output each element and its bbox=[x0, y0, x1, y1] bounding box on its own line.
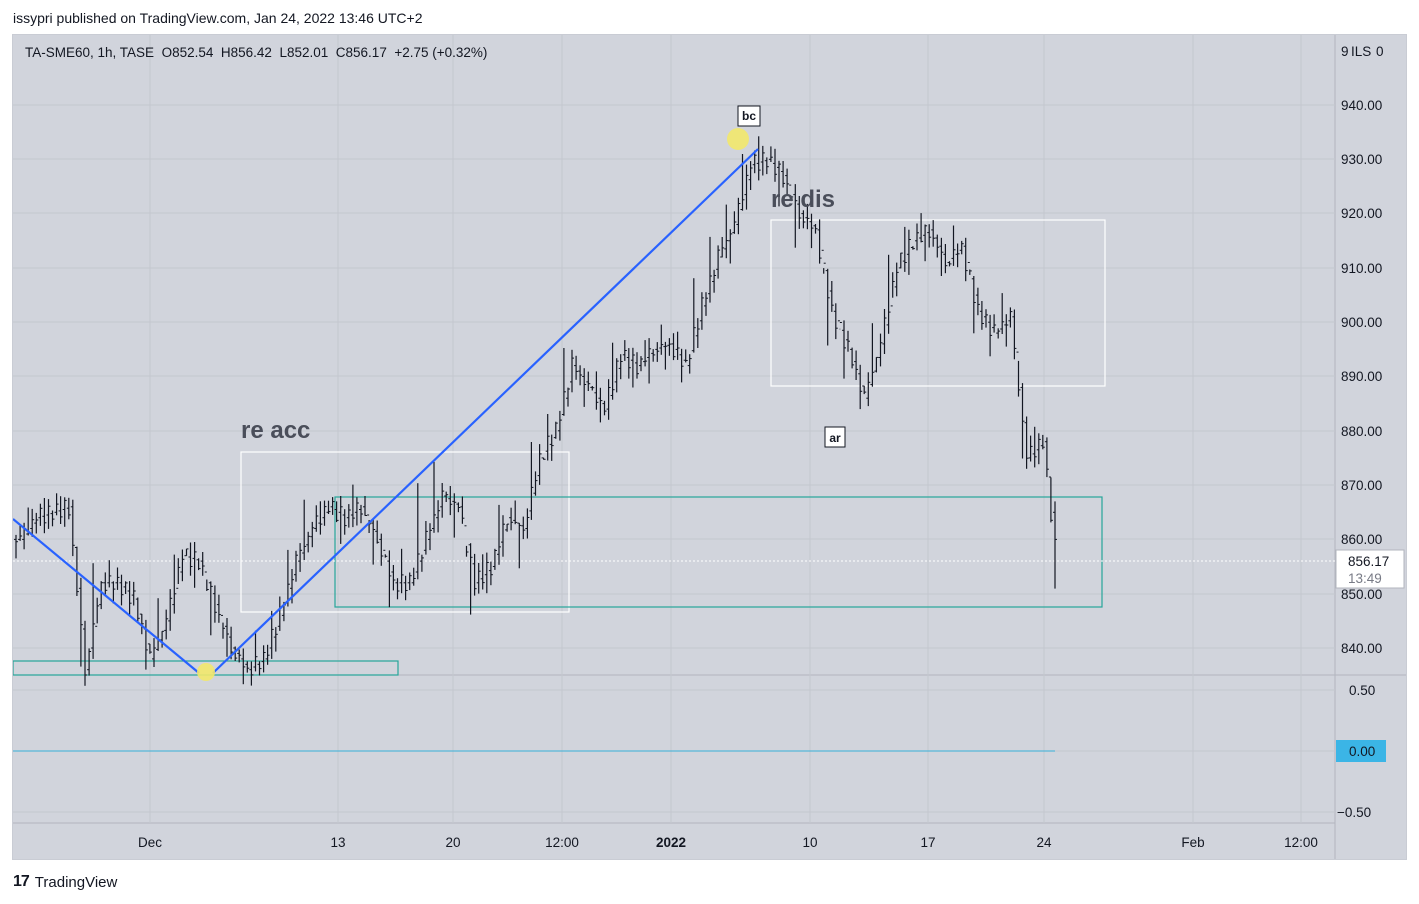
time-tick: Dec bbox=[138, 835, 162, 850]
legend-low: L852.01 bbox=[279, 45, 329, 60]
price-tick: 860.00 bbox=[1341, 532, 1382, 547]
price-axis-area[interactable] bbox=[1335, 35, 1406, 859]
price-tick: 840.00 bbox=[1341, 641, 1382, 656]
price-tick: 870.00 bbox=[1341, 478, 1382, 493]
price-axis-top-value: 0 bbox=[1376, 44, 1384, 59]
legend-high: H856.42 bbox=[220, 45, 272, 60]
ar-tag-label: ar bbox=[829, 431, 841, 445]
price-tick: 850.00 bbox=[1341, 587, 1382, 602]
price-bars[interactable] bbox=[14, 136, 1057, 686]
time-tick: 12:00 bbox=[1284, 835, 1318, 850]
price-axis-currency: ILS bbox=[1351, 44, 1371, 59]
re-dis-range-box[interactable] bbox=[770, 219, 1106, 387]
indicator-axis-labels: 0.50 −0.50 bbox=[1337, 683, 1375, 820]
time-tick: 20 bbox=[445, 835, 460, 850]
indicator-current-value: 0.00 bbox=[1349, 744, 1375, 759]
bc-tag-label: bc bbox=[742, 109, 756, 123]
time-tick: 2022 bbox=[656, 835, 686, 850]
selling-climax-marker[interactable] bbox=[197, 663, 215, 681]
time-tick: 13 bbox=[330, 835, 345, 850]
last-price-value: 856.17 bbox=[1348, 554, 1389, 569]
price-tick: 930.00 bbox=[1341, 152, 1382, 167]
bc-tag[interactable]: bc bbox=[737, 105, 761, 127]
legend-change: +2.75 (+0.32%) bbox=[394, 45, 488, 60]
vertical-grid bbox=[149, 35, 1302, 823]
last-price-badge[interactable]: 856.17 13:49 bbox=[1335, 549, 1405, 589]
time-tick: 12:00 bbox=[545, 835, 579, 850]
time-tick: 10 bbox=[802, 835, 817, 850]
price-tick: 900.00 bbox=[1341, 315, 1382, 330]
legend-open: O852.54 bbox=[161, 45, 214, 60]
downtrend-line[interactable] bbox=[13, 518, 200, 674]
time-tick: 17 bbox=[920, 835, 935, 850]
buying-climax-marker[interactable] bbox=[727, 128, 749, 150]
price-tick: 910.00 bbox=[1341, 261, 1382, 276]
time-axis-area[interactable] bbox=[13, 823, 1335, 859]
re-dis-note[interactable]: re dis bbox=[771, 186, 835, 213]
price-tick: 920.00 bbox=[1341, 206, 1382, 221]
symbol-legend[interactable]: TA-SME60, 1h, TASE O852.54 H856.42 L852.… bbox=[25, 45, 487, 60]
support-zone-box[interactable] bbox=[334, 496, 1103, 608]
time-tick: Feb bbox=[1181, 835, 1204, 850]
legend-close: C856.17 bbox=[335, 45, 387, 60]
re-acc-note[interactable]: re acc bbox=[241, 417, 310, 444]
bar-countdown: 13:49 bbox=[1348, 571, 1382, 586]
indicator-tick: 0.50 bbox=[1349, 683, 1375, 698]
tradingview-footer[interactable]: 17 TradingView bbox=[13, 873, 117, 891]
price-axis-labels: 9 ILS 0 940.00 930.00 920.00 910.00 900.… bbox=[1341, 44, 1384, 656]
uptrend-line[interactable] bbox=[212, 148, 759, 674]
price-tick: 880.00 bbox=[1341, 424, 1382, 439]
ar-tag[interactable]: ar bbox=[824, 426, 846, 448]
indicator-tick: −0.50 bbox=[1337, 805, 1371, 820]
time-tick: 24 bbox=[1036, 835, 1052, 850]
time-axis-labels: Dec 13 20 12:00 2022 10 17 24 Feb 12:00 bbox=[138, 835, 1318, 850]
price-tick: 940.00 bbox=[1341, 98, 1382, 113]
tradingview-brand: TradingView bbox=[34, 873, 118, 891]
indicator-pane[interactable] bbox=[13, 675, 1335, 823]
tradingview-logo-icon: 17 bbox=[13, 873, 30, 890]
price-chart[interactable]: bc ar re acc re dis 9 ILS 0 940.00 930.0… bbox=[13, 35, 1406, 859]
re-acc-range-box[interactable] bbox=[240, 451, 570, 613]
price-tick: 890.00 bbox=[1341, 369, 1382, 384]
legend-symbol: TA-SME60, 1h, TASE bbox=[25, 45, 155, 60]
indicator-value-badge[interactable]: 0.00 bbox=[1336, 740, 1386, 762]
price-axis-top-label: 9 bbox=[1341, 44, 1349, 59]
published-by-line: issypri published on TradingView.com, Ja… bbox=[13, 10, 423, 26]
